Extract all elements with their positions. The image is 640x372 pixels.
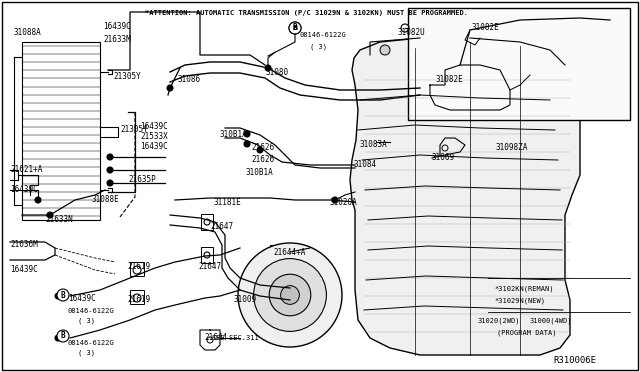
Circle shape	[35, 197, 41, 203]
Text: 31083A: 31083A	[360, 140, 388, 149]
Text: 31088A: 31088A	[14, 28, 42, 37]
Text: 21647: 21647	[198, 262, 221, 271]
Circle shape	[238, 243, 342, 347]
Text: ( 3): ( 3)	[310, 43, 327, 49]
Text: 08146-6122G: 08146-6122G	[300, 32, 347, 38]
Circle shape	[57, 330, 69, 342]
Circle shape	[55, 293, 61, 299]
Text: *3102KN(REMAN): *3102KN(REMAN)	[494, 285, 554, 292]
Text: 21626: 21626	[251, 143, 274, 152]
Text: 21619: 21619	[127, 262, 150, 271]
Text: 16439C: 16439C	[10, 185, 38, 194]
Text: 21647: 21647	[210, 222, 233, 231]
Circle shape	[47, 212, 53, 218]
Bar	[358, 132, 376, 152]
Text: 21644: 21644	[204, 333, 227, 342]
Text: ( 3): ( 3)	[78, 350, 95, 356]
Text: 31098ZA: 31098ZA	[495, 143, 527, 152]
Text: 21533X: 21533X	[140, 132, 168, 141]
Circle shape	[357, 133, 363, 139]
Text: B: B	[61, 291, 65, 299]
Text: B: B	[292, 23, 298, 32]
Circle shape	[244, 141, 250, 147]
Text: 16439C: 16439C	[140, 142, 168, 151]
Circle shape	[107, 167, 113, 173]
Text: 21633N: 21633N	[45, 215, 73, 224]
Bar	[201, 214, 213, 230]
Circle shape	[280, 286, 300, 304]
Text: 16439C: 16439C	[103, 22, 131, 31]
Text: 31084: 31084	[353, 160, 376, 169]
Text: ( 3): ( 3)	[78, 318, 95, 324]
Circle shape	[425, 39, 435, 49]
Circle shape	[55, 335, 61, 341]
Bar	[22, 42, 100, 220]
Text: 31082U: 31082U	[397, 28, 425, 37]
Circle shape	[475, 35, 485, 45]
Text: 21626: 21626	[251, 155, 274, 164]
Circle shape	[57, 289, 69, 301]
Polygon shape	[350, 38, 580, 355]
Text: B: B	[61, 331, 65, 340]
Text: 08146-6122G: 08146-6122G	[68, 340, 115, 346]
Text: 31020(2WD): 31020(2WD)	[478, 318, 520, 324]
Circle shape	[253, 259, 326, 331]
Text: 310B1A: 310B1A	[245, 168, 273, 177]
Text: 16439C: 16439C	[68, 294, 96, 303]
Text: 21644+A: 21644+A	[273, 248, 305, 257]
Bar	[130, 290, 144, 304]
Circle shape	[107, 154, 113, 160]
Text: 31181E: 31181E	[214, 198, 242, 207]
Text: 31020A: 31020A	[330, 198, 358, 207]
Text: 31000(4WD): 31000(4WD)	[530, 318, 573, 324]
Circle shape	[265, 65, 271, 71]
Circle shape	[167, 85, 173, 91]
Text: B: B	[292, 25, 298, 31]
Text: SEE SEC.311: SEE SEC.311	[212, 335, 259, 341]
Text: 31069: 31069	[432, 153, 455, 162]
Text: (PROGRAM DATA): (PROGRAM DATA)	[497, 330, 557, 337]
Text: 31082E: 31082E	[472, 23, 500, 32]
Circle shape	[332, 197, 338, 203]
Circle shape	[525, 41, 535, 51]
Text: 31080: 31080	[265, 68, 288, 77]
Text: 21621+A: 21621+A	[10, 165, 42, 174]
Text: 31088E: 31088E	[91, 195, 119, 204]
Circle shape	[289, 22, 301, 34]
Text: *ATTENTION: AUTOMATIC TRANSMISSION (P/C 31029N & 3102KN) MUST BE PROGRAMMED.: *ATTENTION: AUTOMATIC TRANSMISSION (P/C …	[145, 10, 468, 16]
Circle shape	[289, 22, 301, 34]
Circle shape	[107, 180, 113, 186]
Text: *31029N(NEW): *31029N(NEW)	[494, 298, 545, 305]
Text: 21619: 21619	[127, 295, 150, 304]
Text: 16439C: 16439C	[140, 122, 168, 131]
Text: 310B1A: 310B1A	[219, 130, 247, 139]
Text: 21305Y: 21305Y	[120, 125, 148, 135]
Text: 16439C: 16439C	[10, 265, 38, 274]
Circle shape	[380, 45, 390, 55]
Text: 08146-6122G: 08146-6122G	[68, 308, 115, 314]
Circle shape	[269, 274, 311, 316]
Bar	[201, 247, 213, 263]
Text: 21633M: 21633M	[103, 35, 131, 44]
Circle shape	[257, 147, 263, 153]
Text: 21635P: 21635P	[128, 175, 156, 184]
Bar	[408, 8, 630, 120]
Bar	[270, 245, 290, 259]
Text: 31009: 31009	[233, 295, 256, 304]
Circle shape	[244, 131, 250, 137]
Text: 31086: 31086	[177, 75, 200, 84]
Text: 21305Y: 21305Y	[113, 72, 141, 81]
Text: 31082E: 31082E	[435, 75, 463, 84]
Bar	[130, 262, 144, 276]
Text: R310006E: R310006E	[553, 356, 596, 365]
Text: 21636M: 21636M	[10, 240, 38, 249]
Circle shape	[357, 145, 363, 151]
